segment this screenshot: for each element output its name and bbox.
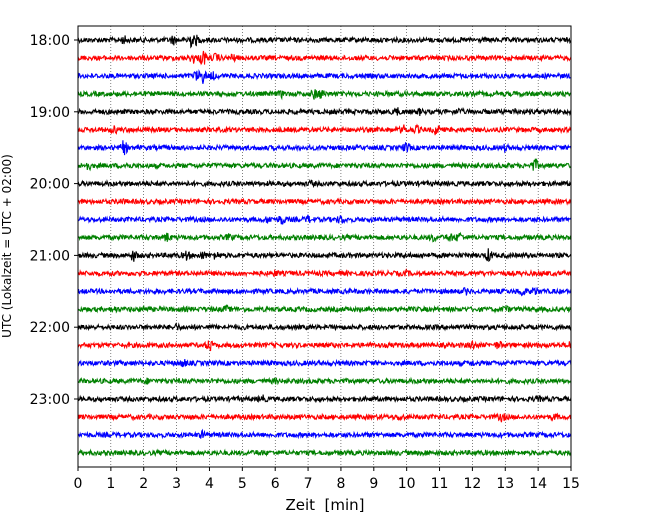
y-axis-label: UTC (Lokalzeit = UTC + 02:00) [0, 154, 14, 338]
traces [77, 34, 572, 458]
trace-2200 [77, 322, 572, 332]
y-tick-label: 20:00 [30, 177, 70, 193]
trace-1915 [77, 123, 572, 136]
x-tick-label: 3 [172, 476, 181, 492]
x-tick-label: 4 [205, 476, 214, 492]
trace-2000 [77, 178, 572, 189]
trace-1845 [77, 89, 572, 101]
plot-frame [77, 25, 572, 468]
x-tick-label: 12 [463, 476, 481, 492]
trace-2045 [77, 231, 572, 243]
x-tick-label: 6 [271, 476, 280, 492]
trace-1900 [77, 107, 572, 117]
y-axis: 18:00 19:00 20:00 21:00 22:00 23:00 [30, 33, 78, 408]
x-tick-label: 13 [496, 476, 514, 492]
trace-2230 [77, 358, 572, 368]
x-tick-label: 1 [106, 476, 115, 492]
trace-1800 [77, 34, 572, 49]
trace-2245 [77, 376, 572, 386]
trace-2115 [77, 267, 572, 278]
trace-2330 [77, 428, 572, 440]
y-tick-label: 22:00 [30, 320, 70, 336]
trace-2315 [77, 412, 572, 423]
trace-1930 [77, 140, 572, 156]
x-axis-label: Zeit [min] [285, 496, 364, 514]
trace-2145 [77, 304, 572, 314]
y-tick-label: 23:00 [30, 392, 70, 408]
x-tick-label: 9 [369, 476, 378, 492]
trace-1815 [77, 50, 572, 66]
y-tick-label: 21:00 [30, 248, 70, 264]
trace-2300 [77, 394, 572, 404]
trace-2015 [77, 197, 572, 206]
x-tick-label: 15 [562, 476, 580, 492]
x-tick-label: 14 [529, 476, 547, 492]
x-axis: 0 1 2 3 4 5 6 7 8 9 10 11 12 13 14 15 [74, 467, 580, 492]
trace-2030 [77, 214, 572, 225]
x-tick-label: 2 [139, 476, 148, 492]
trace-1830 [77, 69, 572, 84]
x-tick-label: 10 [398, 476, 416, 492]
y-tick-label: 19:00 [30, 105, 70, 121]
x-tick-label: 0 [74, 476, 83, 492]
trace-2130 [77, 286, 572, 297]
trace-2215 [77, 339, 572, 352]
x-tick-label: 5 [238, 476, 247, 492]
x-tick-label: 11 [431, 476, 449, 492]
trace-2345 [77, 448, 572, 458]
x-tick-label: 7 [304, 476, 313, 492]
x-tick-label: 8 [336, 476, 345, 492]
trace-1945 [77, 158, 572, 172]
trace-2100 [77, 248, 572, 263]
y-tick-label: 18:00 [30, 33, 70, 49]
